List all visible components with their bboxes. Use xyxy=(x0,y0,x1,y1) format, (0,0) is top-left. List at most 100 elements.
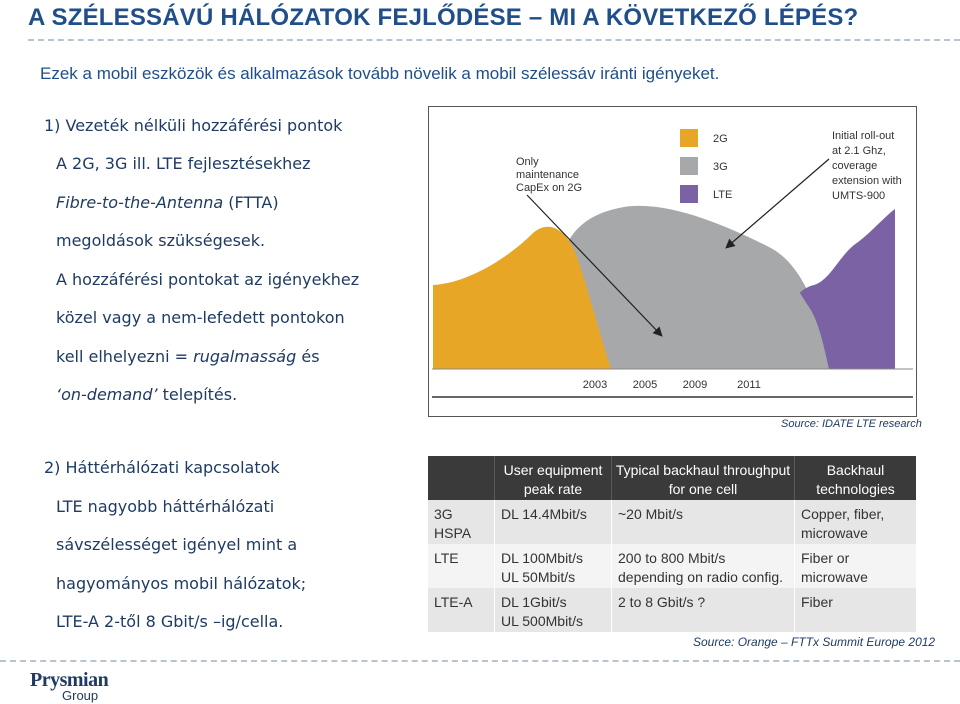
cell-line: depending on radio config. xyxy=(618,569,784,585)
annotation-left-line: CapEx on 2G xyxy=(516,182,582,194)
cell-line: technologies xyxy=(816,481,895,497)
legend-label: 2G xyxy=(713,133,728,145)
section2-line3: hagyományos mobil hálózatok; xyxy=(56,574,307,593)
table-cell: DL 1Gbit/s UL 500Mbit/s xyxy=(494,588,611,632)
cell-line: microwave xyxy=(801,525,868,541)
table-cell: DL 100Mbit/s UL 50Mbit/s xyxy=(494,544,611,588)
table-header-cell: Typical backhaul throughput for one cell xyxy=(611,456,794,500)
on-demand-term: ‘on-demand’ xyxy=(56,385,158,404)
ftta-term: Fibre-to-the-Antenna xyxy=(56,193,224,212)
annotation-right-line: coverage xyxy=(832,160,877,172)
table-row: LTE DL 100Mbit/s UL 50Mbit/s 200 to 800 Mbi… xyxy=(428,544,916,588)
legend-swatch-2g xyxy=(680,129,698,147)
annotation-left-line: maintenance xyxy=(516,169,579,181)
table-header-cell: User equipment peak rate xyxy=(494,456,611,500)
cell-line: HSPA xyxy=(434,525,472,541)
cell-line: 200 to 800 Mbit/s xyxy=(618,550,726,566)
table-cell: 3G HSPA xyxy=(428,500,494,544)
cell-line: ~20 Mbit/s xyxy=(618,506,683,522)
table-cell: Fiber xyxy=(794,588,916,632)
slide-title: A SZÉLESSÁVÚ HÁLÓZATOK FEJLŐDÉSE – MI A … xyxy=(28,4,859,31)
section1-line4: A hozzáférési pontokat az igényekhez xyxy=(56,270,360,289)
slide-subtitle: Ezek a mobil eszközök és alkalmazások to… xyxy=(40,64,720,83)
cell-line: DL 1Gbit/s xyxy=(501,594,567,610)
table-cell: LTE-A xyxy=(428,588,494,632)
legend-label: LTE xyxy=(713,189,732,201)
table-row: 3G HSPA DL 14.4Mbit/s ~20 Mbit/s Copper, fib… xyxy=(428,500,916,544)
table-header-row: User equipment peak rate Typical backhaul … xyxy=(428,456,916,500)
table-cell: ~20 Mbit/s xyxy=(611,500,794,544)
x-tick-label: 2003 xyxy=(583,379,607,391)
legend-swatch-lte xyxy=(680,185,698,203)
table-row: LTE-A DL 1Gbit/s UL 500Mbit/s 2 to 8 Gbit/s… xyxy=(428,588,916,632)
table-cell: 200 to 800 Mbit/s depending on radio conf… xyxy=(611,544,794,588)
table-header-cell: Backhaul technologies xyxy=(794,456,916,500)
technology-evolution-chart: 2003 2005 2009 2011 2G 3G LTE Only maintenance… xyxy=(428,106,917,417)
section1-line6: kell elhelyezni = rugalmasság és xyxy=(56,347,320,366)
cell-line: LTE xyxy=(434,550,459,566)
cell-line: 3G xyxy=(434,506,453,522)
cell-line: DL 100Mbit/s xyxy=(501,550,583,566)
chart-source: Source: IDATE LTE research xyxy=(781,418,922,430)
section1-line1: A 2G, 3G ill. LTE fejlesztésekhez xyxy=(56,154,311,173)
cell-line: Typical backhaul throughput xyxy=(615,462,791,478)
table-cell: 2 to 8 Gbit/s ? xyxy=(611,588,794,632)
table-cell: LTE xyxy=(428,544,494,588)
title-divider xyxy=(28,39,960,41)
section2-heading: 2) Háttérhálózati kapcsolatok xyxy=(44,458,280,477)
line7-rest: telepítés. xyxy=(157,385,238,404)
footer-divider xyxy=(0,660,960,662)
table-cell: Copper, fiber, microwave xyxy=(794,500,916,544)
annotation-left-line: Only xyxy=(516,156,539,168)
x-tick-label: 2009 xyxy=(683,379,707,391)
line6-end: és xyxy=(296,347,320,366)
legend-label: 3G xyxy=(713,161,728,173)
cell-line: microwave xyxy=(801,569,868,585)
cell-line: UL 500Mbit/s xyxy=(501,613,583,629)
x-tick-label: 2005 xyxy=(633,379,657,391)
annotation-right-line: UMTS-900 xyxy=(832,190,885,202)
backhaul-table: User equipment peak rate Typical backhaul … xyxy=(428,456,916,632)
cell-line: for one cell xyxy=(668,481,738,497)
cell-line: Fiber or xyxy=(801,550,850,566)
section2-line2: sávszélességet igényel mint a xyxy=(56,535,298,554)
cell-line: Backhaul xyxy=(826,462,885,478)
prysmian-logo: Prysmian xyxy=(30,669,109,691)
legend-swatch-3g xyxy=(680,157,698,175)
annotation-arrow-right xyxy=(725,158,830,249)
table-cell: Fiber or microwave xyxy=(794,544,916,588)
prysmian-logo-group: Group xyxy=(62,688,99,703)
table-cell: DL 14.4Mbit/s xyxy=(494,500,611,544)
annotation-right-line: at 2.1 Ghz, xyxy=(832,145,886,157)
cell-line: 2 to 8 Gbit/s ? xyxy=(618,594,706,610)
section1-line2: Fibre-to-the-Antenna (FTTA) xyxy=(56,193,279,212)
section1-line7: ‘on-demand’ telepítés. xyxy=(56,385,237,404)
section1-heading: 1) Vezeték nélküli hozzáférési pontok xyxy=(44,116,343,135)
table-source: Source: Orange – FTTx Summit Europe 2012 xyxy=(693,635,936,649)
section2-line1: LTE nagyobb háttérhálózati xyxy=(56,497,275,516)
cell-line: LTE-A xyxy=(434,594,473,610)
line6-start: kell elhelyezni = xyxy=(56,347,194,366)
annotation-right-line: Initial roll-out xyxy=(832,130,894,142)
cell-line: UL 50Mbit/s xyxy=(501,569,576,585)
x-tick-label: 2011 xyxy=(737,379,761,391)
cell-line: peak rate xyxy=(523,481,583,497)
chart-svg: 2003 2005 2009 2011 2G 3G LTE Onlymaintenance… xyxy=(432,129,913,398)
cell-line: Copper, fiber, xyxy=(801,506,885,522)
section1-line5: közel vagy a nem-lefedett pontokon xyxy=(56,308,345,327)
chart-ticks: 2003 2005 2009 2011 xyxy=(583,379,761,391)
annotation-arrow-left xyxy=(526,194,663,337)
flexibility-term: rugalmasság xyxy=(193,347,297,366)
section2-line4: LTE-A 2-től 8 Gbit/s –ig/cella. xyxy=(56,612,284,631)
chart-legend: 2G 3G LTE xyxy=(680,129,732,203)
annotation-right-line: extension with xyxy=(832,175,902,187)
section1-line3: megoldások szükségesek. xyxy=(56,231,266,250)
table-header-cell xyxy=(428,456,494,500)
cell-line: Fiber xyxy=(801,594,833,610)
area-2g xyxy=(433,226,611,369)
ftta-abbr: (FTTA) xyxy=(223,193,279,212)
area-3g-front xyxy=(699,256,829,369)
cell-line: DL 14.4Mbit/s xyxy=(501,506,587,522)
cell-line: User equipment xyxy=(503,462,603,478)
